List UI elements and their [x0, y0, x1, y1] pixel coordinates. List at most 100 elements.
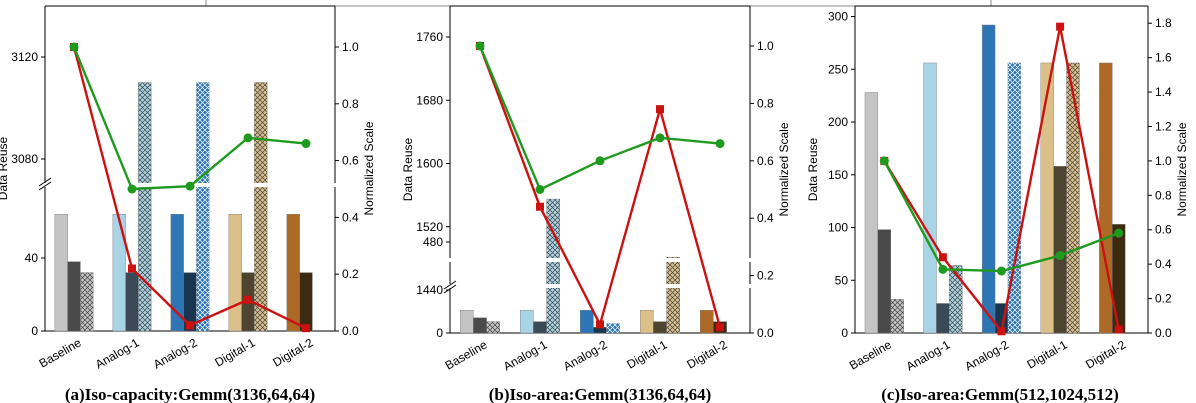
bar-hatch-analog1 — [949, 265, 963, 333]
y2-tick-label: 0.2 — [1155, 292, 1172, 306]
y-tick-label: 1600 — [416, 157, 443, 171]
red-line-point — [128, 264, 136, 273]
x-tick-label: Digital-1 — [212, 335, 257, 369]
panel-caption: (c)Iso-area:Gemm(512,1024,512) — [881, 385, 1119, 403]
bar-analog2-s1 — [981, 24, 996, 334]
y-tick-label: 1520 — [416, 220, 443, 234]
chart-panel-2: 0 480 1440 1520 1600 1680 1760 0.0 0.2 0.4 0.6 0.8 1… — [401, 5, 791, 403]
y-tick-label: 3120 — [11, 50, 38, 64]
bar-baseline-s1 — [864, 92, 879, 334]
y2-tick-label: 1.6 — [1155, 51, 1172, 65]
x-tick-label: Digital-2 — [270, 335, 315, 369]
bar-baseline-s2 — [67, 261, 81, 332]
y2-tick-label: 1.0 — [342, 40, 359, 54]
y2-tick-label: 0.0 — [342, 324, 359, 338]
green-line-point — [69, 42, 79, 52]
panel-caption: (a)Iso-capacity:Gemm(3136,64,64) — [65, 385, 315, 403]
green-line-point — [185, 181, 195, 191]
y2-tick-label: 0.0 — [1155, 326, 1172, 340]
y2-tick-label: 1.8 — [1155, 16, 1172, 30]
y2-tick-label: 1.2 — [1155, 119, 1172, 133]
bar-hatch-analog2 — [606, 323, 620, 333]
bar-analog1-s2 — [533, 321, 547, 334]
y-axis-label: Data Reuse — [806, 137, 820, 201]
y-tick-label: 480 — [423, 235, 443, 249]
bar-analog2-s1 — [580, 310, 594, 334]
y2-tick-label: 0.4 — [342, 210, 359, 224]
y-tick-label: 0 — [841, 326, 848, 340]
green-line-series — [72, 46, 307, 191]
red-line-point — [1056, 22, 1065, 31]
panel-caption: (b)Iso-area:Gemm(3136,64,64) — [489, 385, 712, 403]
bar-analog1-s1 — [112, 213, 126, 332]
x-tick-label: Digital-2 — [684, 337, 729, 371]
break-mark — [443, 280, 457, 290]
y-tick-label: 50 — [835, 273, 849, 287]
bar-analog1-s1 — [520, 310, 534, 334]
bar-hatch-baseline — [890, 299, 904, 333]
y2-tick-label: 1.4 — [1155, 85, 1172, 99]
green-line-point — [535, 185, 545, 194]
bar-digital2-s2 — [299, 272, 313, 332]
y-axis-label: Data Reuse — [401, 137, 415, 201]
green-line-point — [595, 156, 605, 166]
y-tick-label: 250 — [828, 62, 848, 76]
bar-baseline-s2 — [473, 317, 487, 334]
bar-digital2-s1 — [286, 213, 300, 332]
bar-hatch-digital1 — [254, 82, 268, 331]
bar-hatch-baseline — [80, 272, 94, 331]
red-line-point — [938, 253, 947, 262]
y2-axis-label: Normalized Scale — [1175, 122, 1189, 216]
y2-tick-label: 0.8 — [342, 97, 359, 111]
bar-digital2-s2 — [1112, 224, 1126, 334]
green-line-series — [478, 45, 721, 192]
x-tick-label: Analog-2 — [561, 337, 610, 373]
break-mark — [38, 181, 52, 191]
bar-hatch-analog2 — [196, 82, 210, 331]
bar-baseline-s1 — [54, 213, 68, 332]
bar-digital1-s1 — [640, 310, 654, 334]
y2-tick-label: 0.4 — [757, 211, 774, 225]
y-axis-label: Data Reuse — [0, 136, 10, 200]
red-line-point — [596, 320, 604, 329]
green-line-point — [879, 156, 889, 166]
bar-hatch-baseline — [486, 321, 500, 333]
green-line-point — [655, 133, 665, 143]
chart-panel-3: 0 50 100 150 200 250 300 0.0 0.2 0.4 0.6 0.8 1.0 1.2 1… — [806, 5, 1189, 403]
green-line-series — [883, 160, 1120, 273]
y2-tick-label: 0.2 — [342, 267, 359, 281]
y2-tick-label: 0.6 — [342, 154, 359, 168]
legend-box — [205, 0, 992, 7]
x-tick-label: Digital-2 — [1083, 337, 1128, 371]
break-mark — [38, 177, 52, 187]
y-tick-label: 200 — [828, 115, 848, 129]
red-line-point — [716, 323, 724, 332]
green-line-point — [1114, 228, 1124, 238]
red-line-series — [883, 26, 1120, 335]
y-tick-label: 300 — [828, 10, 848, 24]
bar-hatch-digital1 — [666, 257, 680, 333]
bar-analog1-s2 — [936, 303, 950, 334]
x-tick-label: Digital-1 — [624, 337, 669, 371]
axis-break-gap — [442, 284, 758, 288]
y-tick-label: 1760 — [416, 30, 443, 44]
x-tick-label: Analog-1 — [93, 335, 142, 371]
bar-analog1-s1 — [923, 62, 937, 334]
bar-digital2-s1 — [700, 310, 714, 334]
y-tick-label: 0 — [436, 326, 443, 340]
y2-tick-label: 0.8 — [1155, 188, 1172, 202]
green-line-point — [301, 139, 311, 149]
green-line-point — [127, 184, 137, 194]
green-line-point — [475, 41, 485, 51]
x-tick-label: Analog-2 — [962, 337, 1011, 373]
green-line-point — [1055, 251, 1065, 261]
break-mark — [443, 284, 457, 294]
bar-hatch-analog1 — [546, 199, 560, 333]
y2-tick-label: 0.6 — [757, 154, 774, 168]
y-tick-label: 40 — [25, 251, 39, 265]
x-tick-label: Analog-1 — [904, 337, 953, 373]
x-tick-label: Baseline — [37, 335, 84, 370]
green-line-point — [938, 264, 948, 274]
x-tick-label: Baseline — [443, 337, 490, 372]
